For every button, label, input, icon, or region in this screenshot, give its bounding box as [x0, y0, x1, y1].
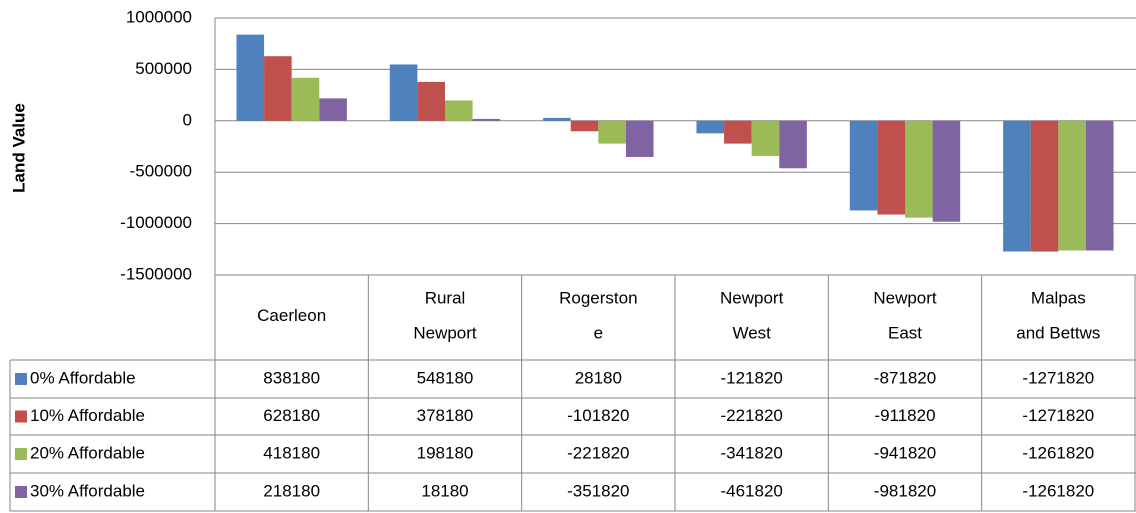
category-label: Newport West: [720, 289, 784, 343]
table-value: -1261820: [1022, 481, 1094, 500]
table-value: 218180: [263, 481, 320, 500]
table-value: 548180: [417, 368, 474, 387]
bar: [905, 120, 933, 218]
bar: [236, 34, 265, 121]
bar: [849, 120, 878, 211]
legend-label: 0% Affordable: [30, 368, 136, 387]
table-value: -1261820: [1022, 443, 1094, 462]
table-value: 18180: [421, 481, 468, 500]
table-value: -101820: [567, 406, 629, 425]
y-tick-label: 0: [183, 110, 192, 129]
bar: [319, 98, 347, 121]
bar: [696, 120, 725, 134]
table-value: 418180: [263, 443, 320, 462]
table-value: -941820: [874, 443, 936, 462]
table-value: -981820: [874, 481, 936, 500]
bar: [291, 77, 320, 121]
table-value: -351820: [567, 481, 629, 500]
bar: [543, 117, 571, 121]
table-value: -911820: [874, 406, 935, 425]
table-value: -461820: [720, 481, 782, 500]
bar: [445, 100, 473, 121]
table-value: -121820: [720, 368, 782, 387]
table-value: -341820: [720, 443, 782, 462]
bar: [779, 120, 807, 169]
legend-label: 10% Affordable: [30, 406, 145, 425]
legend-swatch: [15, 373, 27, 385]
y-tick-label: -1000000: [120, 213, 192, 232]
bar: [264, 56, 292, 121]
bar: [751, 120, 780, 156]
bar: [598, 120, 626, 144]
legend-swatch: [15, 448, 27, 460]
y-tick-label: 500000: [135, 59, 192, 78]
table-value: 198180: [417, 443, 474, 462]
legend-label: 20% Affordable: [30, 443, 145, 462]
table-value: -1271820: [1022, 406, 1094, 425]
category-label: Caerleon: [257, 306, 326, 325]
table-value: 28180: [575, 368, 622, 387]
bar: [570, 120, 599, 132]
table-value: -221820: [567, 443, 629, 462]
legend-swatch: [15, 410, 27, 423]
y-tick-label: 1000000: [126, 7, 192, 26]
category-label: Newport East: [873, 289, 937, 343]
y-axis-title: Land Value: [9, 103, 28, 193]
bar: [389, 64, 418, 121]
table-value: -221820: [720, 406, 782, 425]
table-value: 378180: [417, 406, 474, 425]
bar: [625, 120, 654, 157]
table-value: 838180: [263, 368, 320, 387]
bar: [1085, 120, 1114, 251]
category-label: Rogerston e: [559, 289, 637, 343]
bar: [932, 120, 961, 222]
bar: [1003, 120, 1031, 252]
table-value: -1271820: [1022, 368, 1094, 387]
table-value: -871820: [874, 368, 936, 387]
bar: [417, 81, 445, 121]
category-label: Malpas and Bettws: [1016, 289, 1100, 343]
legend-label: 30% Affordable: [30, 481, 145, 500]
bar: [1058, 120, 1086, 251]
bar: [877, 120, 905, 215]
y-tick-label: -1500000: [120, 264, 192, 283]
table-value: 628180: [263, 406, 320, 425]
legend-swatch: [15, 486, 27, 498]
y-tick-label: -500000: [130, 162, 192, 181]
bar: [1030, 120, 1059, 252]
category-label: Rural Newport: [413, 289, 477, 343]
bar: [724, 120, 752, 144]
bar: [472, 118, 501, 121]
